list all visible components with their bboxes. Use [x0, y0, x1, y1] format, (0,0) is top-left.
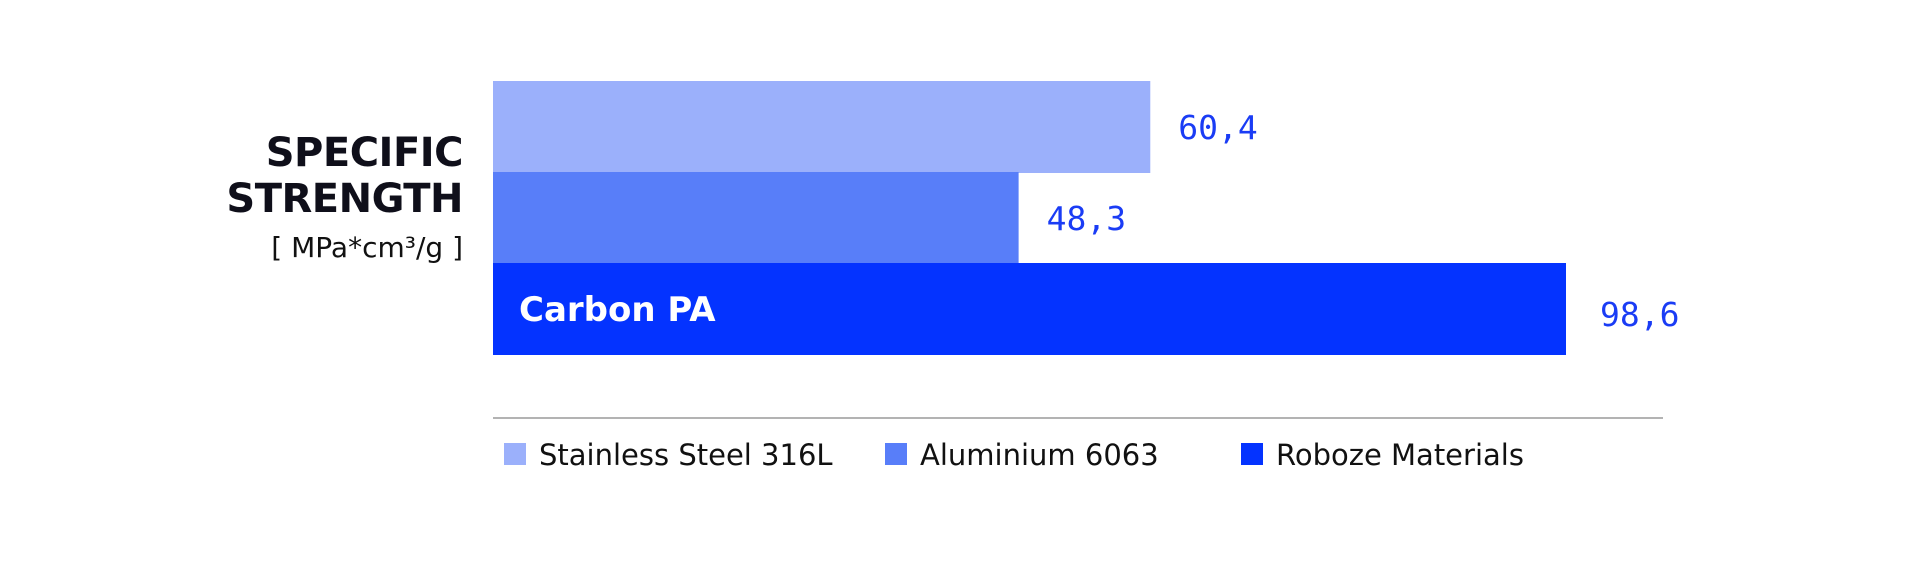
legend-label: Roboze Materials — [1276, 438, 1524, 472]
chart-title-line-1: SPECIFIC — [265, 130, 464, 176]
bar-inner-label: Carbon PA — [519, 290, 716, 330]
value-label: 60,4 — [1178, 108, 1257, 147]
legend-swatch — [1241, 443, 1263, 465]
value-label: 48,3 — [1047, 199, 1126, 238]
bar-aluminium-6063 — [493, 172, 1019, 264]
legend-swatch — [885, 443, 907, 465]
bar-stainless-steel-316l — [493, 81, 1151, 173]
legend-swatch — [504, 443, 526, 465]
chart-title-block: SPECIFIC STRENGTH [ MPa*cm³/g ] — [0, 130, 463, 270]
bar-roboze-materials — [493, 263, 1566, 355]
legend-label: Aluminium 6063 — [920, 438, 1159, 472]
value-label: 98,6 — [1600, 295, 1679, 334]
legend-label: Stainless Steel 316L — [539, 438, 833, 472]
chart-unit-label: [ MPa*cm³/g ] — [271, 231, 463, 264]
chart-title-line-2: STRENGTH — [226, 176, 463, 222]
